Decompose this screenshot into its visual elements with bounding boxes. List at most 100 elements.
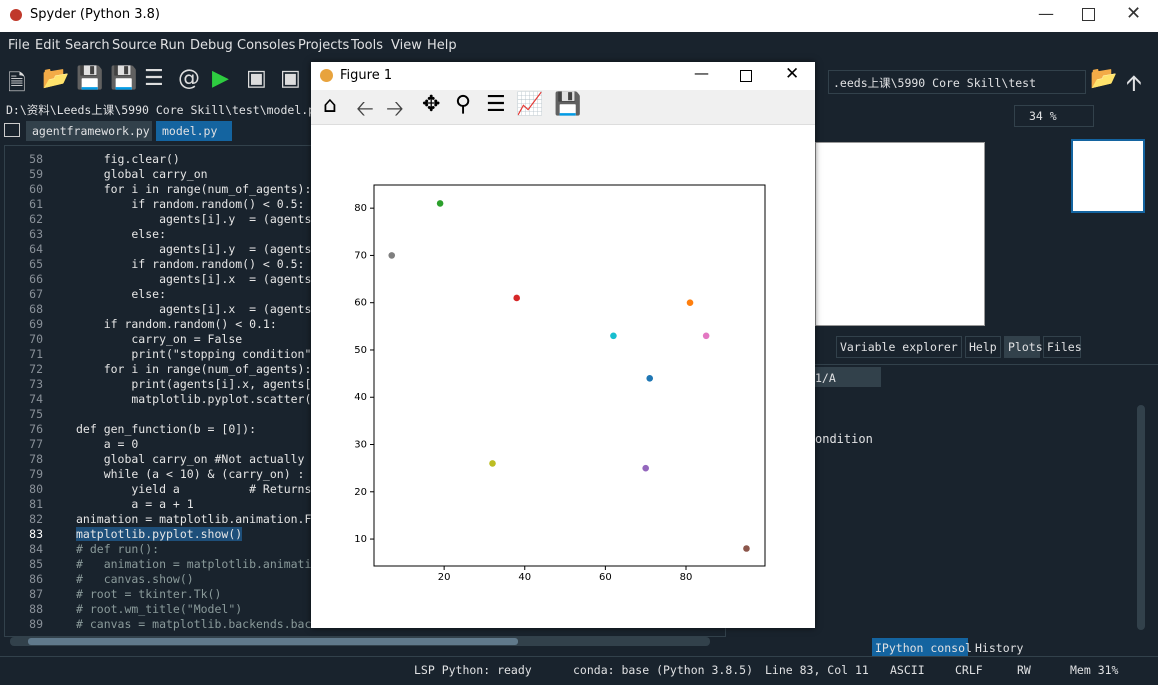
status-item: CRLF	[955, 663, 983, 677]
plots-pane: 34 %	[815, 102, 1158, 334]
line-number: 61	[29, 197, 43, 211]
console-bottom-tab[interactable]: History	[972, 638, 1024, 658]
y-tick-label: 50	[354, 345, 367, 356]
pane-icon[interactable]	[4, 123, 20, 137]
line-number: 72	[29, 362, 43, 376]
toolbar-button[interactable]: 💾	[76, 66, 104, 91]
menu-item[interactable]: File	[8, 38, 30, 53]
scroll-thumb[interactable]	[28, 638, 518, 645]
line-number: 67	[29, 287, 43, 301]
subplots-button[interactable]: ☰	[486, 92, 506, 117]
menu-item[interactable]: Source	[112, 38, 157, 53]
pane-tab[interactable]: Variable explorer	[836, 336, 962, 358]
pane-tab[interactable]: Plots	[1004, 336, 1043, 358]
toolbar-button[interactable]: ▣	[246, 66, 267, 91]
menu-item[interactable]: Edit	[35, 38, 61, 53]
menu-bar: File Edit Search Source Run Debug Consoles Proj…	[0, 36, 1158, 58]
toolbar-button[interactable]: 📂	[1090, 66, 1118, 91]
menu-item[interactable]: Run	[160, 38, 185, 53]
back-button[interactable]: 🡠	[356, 97, 374, 122]
line-number: 68	[29, 302, 43, 316]
point	[610, 332, 617, 340]
figure-maximize[interactable]	[740, 70, 752, 82]
toolbar-button[interactable]: 📂	[42, 66, 70, 91]
y-tick-label: 80	[354, 203, 367, 214]
y-tick-label: 60	[354, 298, 367, 309]
point	[513, 294, 520, 302]
code-line: matplotlib.pyplot.show()	[76, 527, 243, 541]
y-tick-label: 10	[354, 534, 367, 545]
maximize-button[interactable]	[1082, 8, 1095, 21]
line-number: 63	[29, 227, 43, 241]
code-line: if random.random() < 0.1:	[76, 317, 277, 331]
working-dir-combo[interactable]: .eeds上课\5990 Core Skill\test	[828, 70, 1086, 94]
menu-item[interactable]: Consoles	[237, 38, 296, 53]
figure-close[interactable]: ✕	[785, 64, 800, 84]
figure-icon	[320, 69, 333, 82]
menu-item[interactable]: Tools	[351, 38, 384, 53]
toolbar-button[interactable]: 🡩	[1126, 71, 1142, 96]
toolbar-button[interactable]: @	[178, 66, 200, 91]
menu-item[interactable]: Projects	[298, 38, 350, 53]
x-tick-label: 40	[518, 572, 531, 583]
editor-tab[interactable]: model.py	[156, 121, 232, 141]
code-line: agents[i].y = (agents	[76, 212, 312, 226]
zoom-box[interactable]: 34 %	[1014, 105, 1094, 127]
code-line: # def run():	[76, 542, 160, 556]
editor-tab[interactable]: agentframework.py	[26, 121, 152, 141]
line-number: 69	[29, 317, 43, 331]
app-icon	[10, 9, 22, 21]
point	[646, 375, 654, 382]
console-tab-label: 1/A	[815, 371, 836, 385]
pane-tab-label: Variable explorer	[840, 340, 958, 354]
console-bottom-tab[interactable]: IPython console	[872, 638, 979, 658]
status-item: ASCII	[890, 663, 925, 677]
pan-button[interactable]: ✥	[422, 92, 441, 117]
line-number: 80	[29, 482, 43, 496]
code-line: else:	[76, 287, 167, 301]
y-tick-label: 40	[354, 392, 367, 403]
menu-item[interactable]: View	[391, 38, 422, 53]
pane-tab[interactable]: Help	[965, 336, 1001, 358]
home-button[interactable]: ⌂	[323, 93, 337, 118]
x-tick-label: 20	[438, 572, 451, 583]
toolbar-button[interactable]: ▣	[280, 66, 301, 91]
code-line: agents[i].y = (agents	[76, 242, 312, 256]
code-line: animation = matplotlib.animation.F	[76, 512, 312, 526]
zoom: 34 %	[1029, 109, 1057, 123]
line-number: 66	[29, 272, 43, 286]
save-button[interactable]: 💾	[554, 92, 582, 117]
line-number: 77	[29, 437, 43, 451]
minimize-button[interactable]: —	[1038, 4, 1054, 23]
line-number: 86	[29, 572, 43, 586]
close-button[interactable]: ✕	[1126, 3, 1142, 24]
title-bar: Spyder (Python 3.8) — ✕	[0, 0, 1158, 32]
menu-item[interactable]: Search	[65, 38, 110, 53]
pane-tab[interactable]: Files	[1043, 336, 1082, 358]
toolbar-button[interactable]: ☰	[144, 66, 164, 91]
code-line: def gen_function(b = [0]):	[76, 422, 257, 436]
console-bottom-tab-label: History	[975, 641, 1024, 655]
line-number: 79	[29, 467, 43, 481]
figure-minimize[interactable]: —	[694, 64, 709, 82]
line-number: 60	[29, 182, 43, 196]
console-scrollbar[interactable]	[1137, 405, 1145, 630]
forward-button[interactable]: 🡢	[386, 97, 404, 122]
y-tick-label: 30	[354, 440, 367, 451]
point	[743, 545, 750, 552]
toolbar-button[interactable]: 🗎	[8, 71, 26, 96]
console-tab[interactable]: 1/A	[811, 367, 881, 387]
tab-label: agentframework.py	[32, 124, 150, 138]
code-line: if random.random() < 0.5:	[76, 197, 305, 211]
horizontal-scrollbar[interactable]	[10, 637, 710, 646]
axes-button[interactable]: 📈	[516, 92, 544, 117]
toolbar-button[interactable]: ▶	[212, 66, 229, 91]
menu-item[interactable]: Help	[427, 38, 457, 53]
zoom-button[interactable]: ⚲	[455, 92, 472, 117]
pane-tab-label: Files	[1047, 340, 1082, 354]
plot-thumbnail[interactable]	[1071, 139, 1145, 213]
menu-item[interactable]: Debug	[190, 38, 233, 53]
toolbar-button[interactable]: 💾	[110, 66, 138, 91]
line-number: 62	[29, 212, 43, 226]
status-item: conda: base (Python 3.8.5)	[573, 663, 754, 677]
